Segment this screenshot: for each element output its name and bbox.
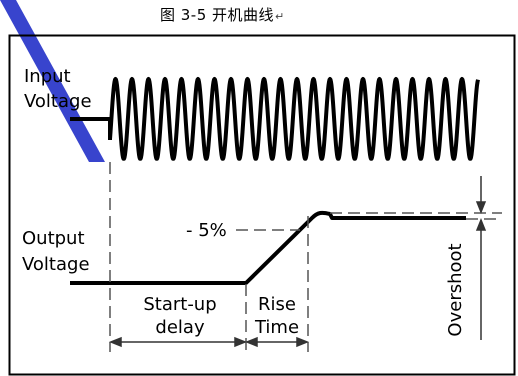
input-voltage-trace (70, 77, 480, 161)
output-voltage-label-line2: Voltage (22, 254, 90, 275)
rise-time-label: Rise Time (254, 294, 299, 338)
rise-time-label-line1: Rise (258, 294, 296, 315)
overshoot-arrowhead-up (475, 217, 487, 231)
overshoot-label: Overshoot (445, 243, 466, 336)
input-voltage-label-line2: Voltage (24, 91, 92, 112)
input-voltage-label: Input Voltage (24, 66, 92, 112)
dimension-arrows (108, 176, 487, 348)
figure-caption: 图 3-5 开机曲线↵ (160, 4, 285, 25)
startup-delay-label: Start-up delay (143, 294, 216, 338)
startup-delay-arrowhead-left (108, 336, 122, 348)
rise-time-arrowhead-right (296, 336, 310, 348)
input-voltage-label-line1: Input (24, 66, 71, 87)
output-voltage-trace (70, 210, 466, 285)
output-voltage-label: Output Voltage (22, 228, 90, 275)
figure-caption-text: 图 3-5 开机曲线 (160, 6, 275, 24)
rise-time-label-line2: Time (254, 317, 299, 338)
rise-time-arrowhead-left (244, 336, 258, 348)
threshold-5-percent-label: - 5% (186, 220, 227, 241)
startup-delay-label-line2: delay (155, 317, 205, 338)
input-sine-wave (108, 77, 480, 161)
watermark-stripe (0, 0, 105, 162)
paragraph-return-mark: ↵ (275, 10, 285, 23)
startup-delay-arrowhead-right (234, 336, 248, 348)
startup-delay-label-line1: Start-up (143, 294, 216, 315)
overshoot-arrowhead-down (475, 201, 487, 215)
output-voltage-label-line1: Output (22, 228, 85, 249)
guide-lines (109, 162, 502, 352)
figure-frame (8, 34, 516, 376)
